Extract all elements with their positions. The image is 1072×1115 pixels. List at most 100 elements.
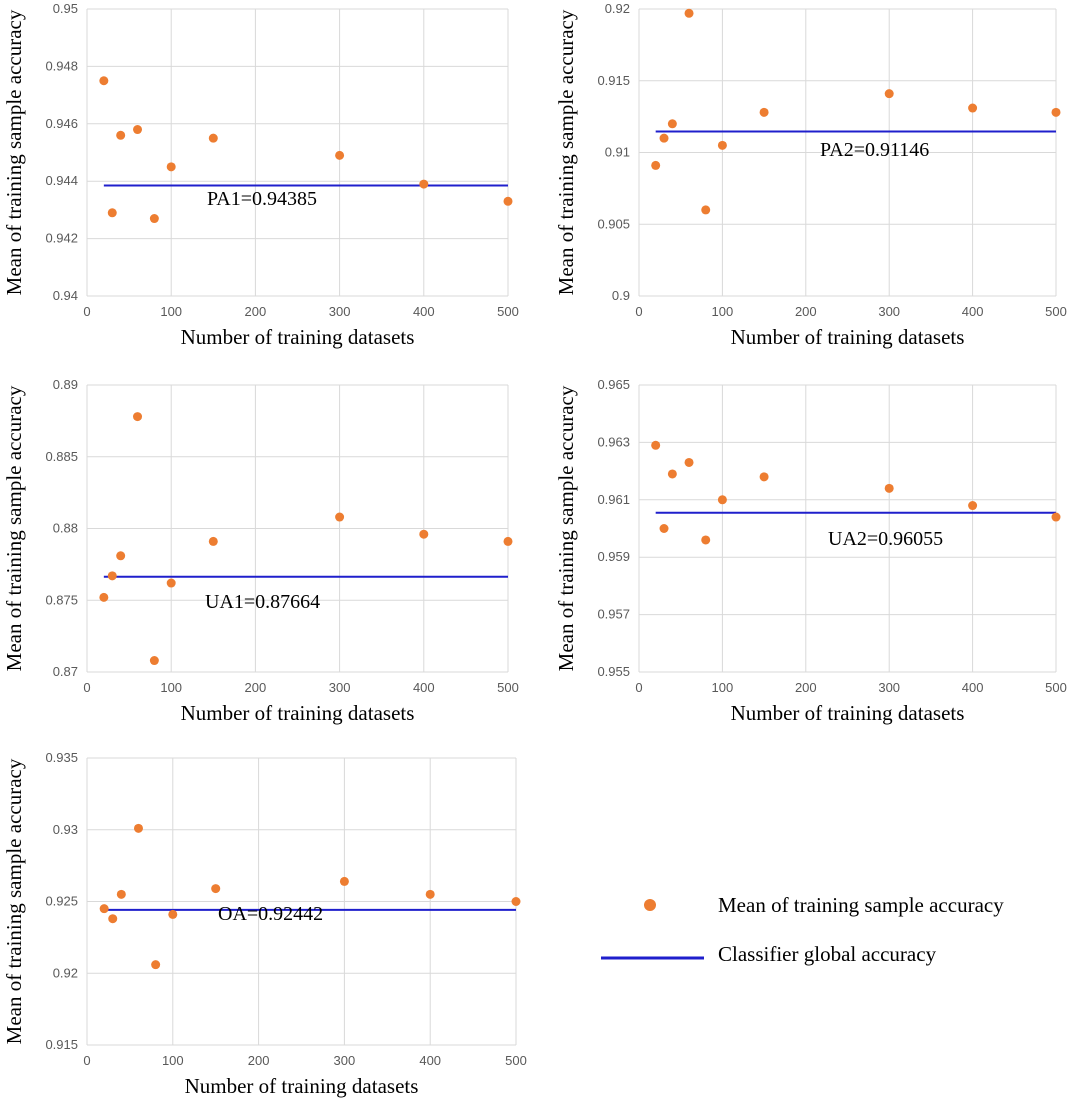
data-point xyxy=(1051,512,1061,522)
x-tick-label: 0 xyxy=(635,680,642,695)
data-point xyxy=(1051,107,1061,117)
y-tick-label: 0.925 xyxy=(45,894,78,909)
chart-oa: 0 100 200 300 400 500 0.915 0.92 0.925 0.93 0.935 N… xyxy=(2,750,527,1098)
y-tick-label: 0.905 xyxy=(597,216,630,231)
data-point xyxy=(166,578,176,588)
data-point xyxy=(99,904,109,914)
y-tick-label: 0.885 xyxy=(45,449,78,464)
y-tick-label: 0.87 xyxy=(53,664,78,679)
y-axis-label: Mean of training sample accuracy xyxy=(554,9,578,295)
chart-ua1: 0 100 200 300 400 500 0.87 0.875 0.88 0.885 0.89 Nu… xyxy=(2,377,519,725)
data-point xyxy=(759,472,769,482)
data-point xyxy=(335,150,345,160)
legend-point-label: Mean of training sample accuracy xyxy=(718,893,1004,917)
y-tick-label: 0.875 xyxy=(45,592,78,607)
global-accuracy-label: PA1=0.94385 xyxy=(207,188,317,210)
y-tick-label: 0.965 xyxy=(597,377,630,392)
x-tick-label: 300 xyxy=(878,680,900,695)
data-point xyxy=(208,133,218,143)
data-point xyxy=(503,536,513,546)
data-point xyxy=(659,133,669,143)
data-point xyxy=(419,179,429,189)
y-tick-label: 0.92 xyxy=(605,1,630,16)
data-point xyxy=(208,536,218,546)
x-tick-label: 100 xyxy=(160,680,182,695)
data-point xyxy=(133,412,143,422)
data-point xyxy=(667,119,677,129)
x-tick-label: 200 xyxy=(245,680,267,695)
data-point xyxy=(701,205,711,215)
x-tick-label: 400 xyxy=(962,304,984,319)
data-point xyxy=(651,440,661,450)
chart-pa1: 0 100 200 300 400 500 0.94 0.942 0.944 0.946 0.948… xyxy=(2,1,519,349)
data-point xyxy=(503,196,513,206)
y-tick-label: 0.942 xyxy=(45,231,78,246)
data-point xyxy=(107,571,117,581)
data-point xyxy=(651,160,661,170)
x-tick-label: 200 xyxy=(795,680,817,695)
x-tick-label: 100 xyxy=(712,680,734,695)
data-point xyxy=(684,8,694,18)
data-point xyxy=(151,960,161,970)
data-point xyxy=(149,214,159,224)
data-point xyxy=(759,107,769,117)
data-point xyxy=(884,89,894,99)
x-axis-label: Number of training datasets xyxy=(181,325,415,349)
x-tick-label: 400 xyxy=(413,680,435,695)
x-tick-label: 0 xyxy=(635,304,642,319)
data-point xyxy=(667,469,677,479)
data-point xyxy=(659,524,669,533)
data-point xyxy=(99,592,109,602)
x-tick-label: 200 xyxy=(795,304,817,319)
data-point xyxy=(968,103,978,113)
y-axis-label: Mean of training sample accuracy xyxy=(554,385,578,671)
x-tick-label: 300 xyxy=(329,680,351,695)
x-tick-label: 500 xyxy=(1045,304,1067,319)
data-point xyxy=(419,529,429,539)
x-tick-label: 300 xyxy=(329,304,351,319)
y-tick-label: 0.88 xyxy=(53,521,78,536)
legend-point-marker xyxy=(644,899,656,911)
y-tick-label: 0.955 xyxy=(597,664,630,679)
x-tick-label: 400 xyxy=(419,1053,441,1068)
data-point xyxy=(107,208,117,218)
y-tick-label: 0.89 xyxy=(53,377,78,392)
y-tick-label: 0.92 xyxy=(53,965,78,980)
data-point xyxy=(99,76,109,86)
data-point xyxy=(335,512,345,522)
y-tick-label: 0.948 xyxy=(45,58,78,73)
x-tick-label: 300 xyxy=(334,1053,356,1068)
data-point xyxy=(133,125,143,135)
x-tick-label: 100 xyxy=(162,1053,184,1068)
x-tick-label: 100 xyxy=(160,304,182,319)
x-axis-label: Number of training datasets xyxy=(731,325,965,349)
y-tick-label: 0.944 xyxy=(45,173,78,188)
data-point xyxy=(149,656,159,666)
x-tick-label: 500 xyxy=(497,304,519,319)
y-tick-label: 0.94 xyxy=(53,288,78,303)
x-tick-label: 500 xyxy=(1045,680,1067,695)
legend: Mean of training sample accuracy Classif… xyxy=(601,893,1004,966)
x-tick-label: 0 xyxy=(83,1053,90,1068)
data-point xyxy=(168,909,178,919)
x-tick-label: 100 xyxy=(712,304,734,319)
data-point xyxy=(717,495,727,505)
global-accuracy-label: UA1=0.87664 xyxy=(205,591,320,613)
x-tick-label: 200 xyxy=(248,1053,270,1068)
data-point xyxy=(116,551,126,561)
data-point xyxy=(166,162,176,172)
chart-ua2: 0 100 200 300 400 500 0.955 0.957 0.959 0.961 0.96… xyxy=(554,377,1067,725)
data-point xyxy=(717,140,727,150)
y-tick-label: 0.935 xyxy=(45,750,78,765)
chart-pa2: 0 100 200 300 400 500 0.9 0.905 0.91 0.915 0.92 Num… xyxy=(554,1,1067,349)
x-tick-label: 400 xyxy=(413,304,435,319)
x-tick-label: 400 xyxy=(962,680,984,695)
data-point xyxy=(108,914,118,924)
data-point xyxy=(968,501,978,511)
data-point xyxy=(133,823,143,833)
y-tick-label: 0.93 xyxy=(53,822,78,837)
x-axis-label: Number of training datasets xyxy=(181,701,415,725)
y-tick-label: 0.961 xyxy=(597,492,630,507)
legend-line-label: Classifier global accuracy xyxy=(718,942,937,966)
data-point xyxy=(425,889,435,899)
